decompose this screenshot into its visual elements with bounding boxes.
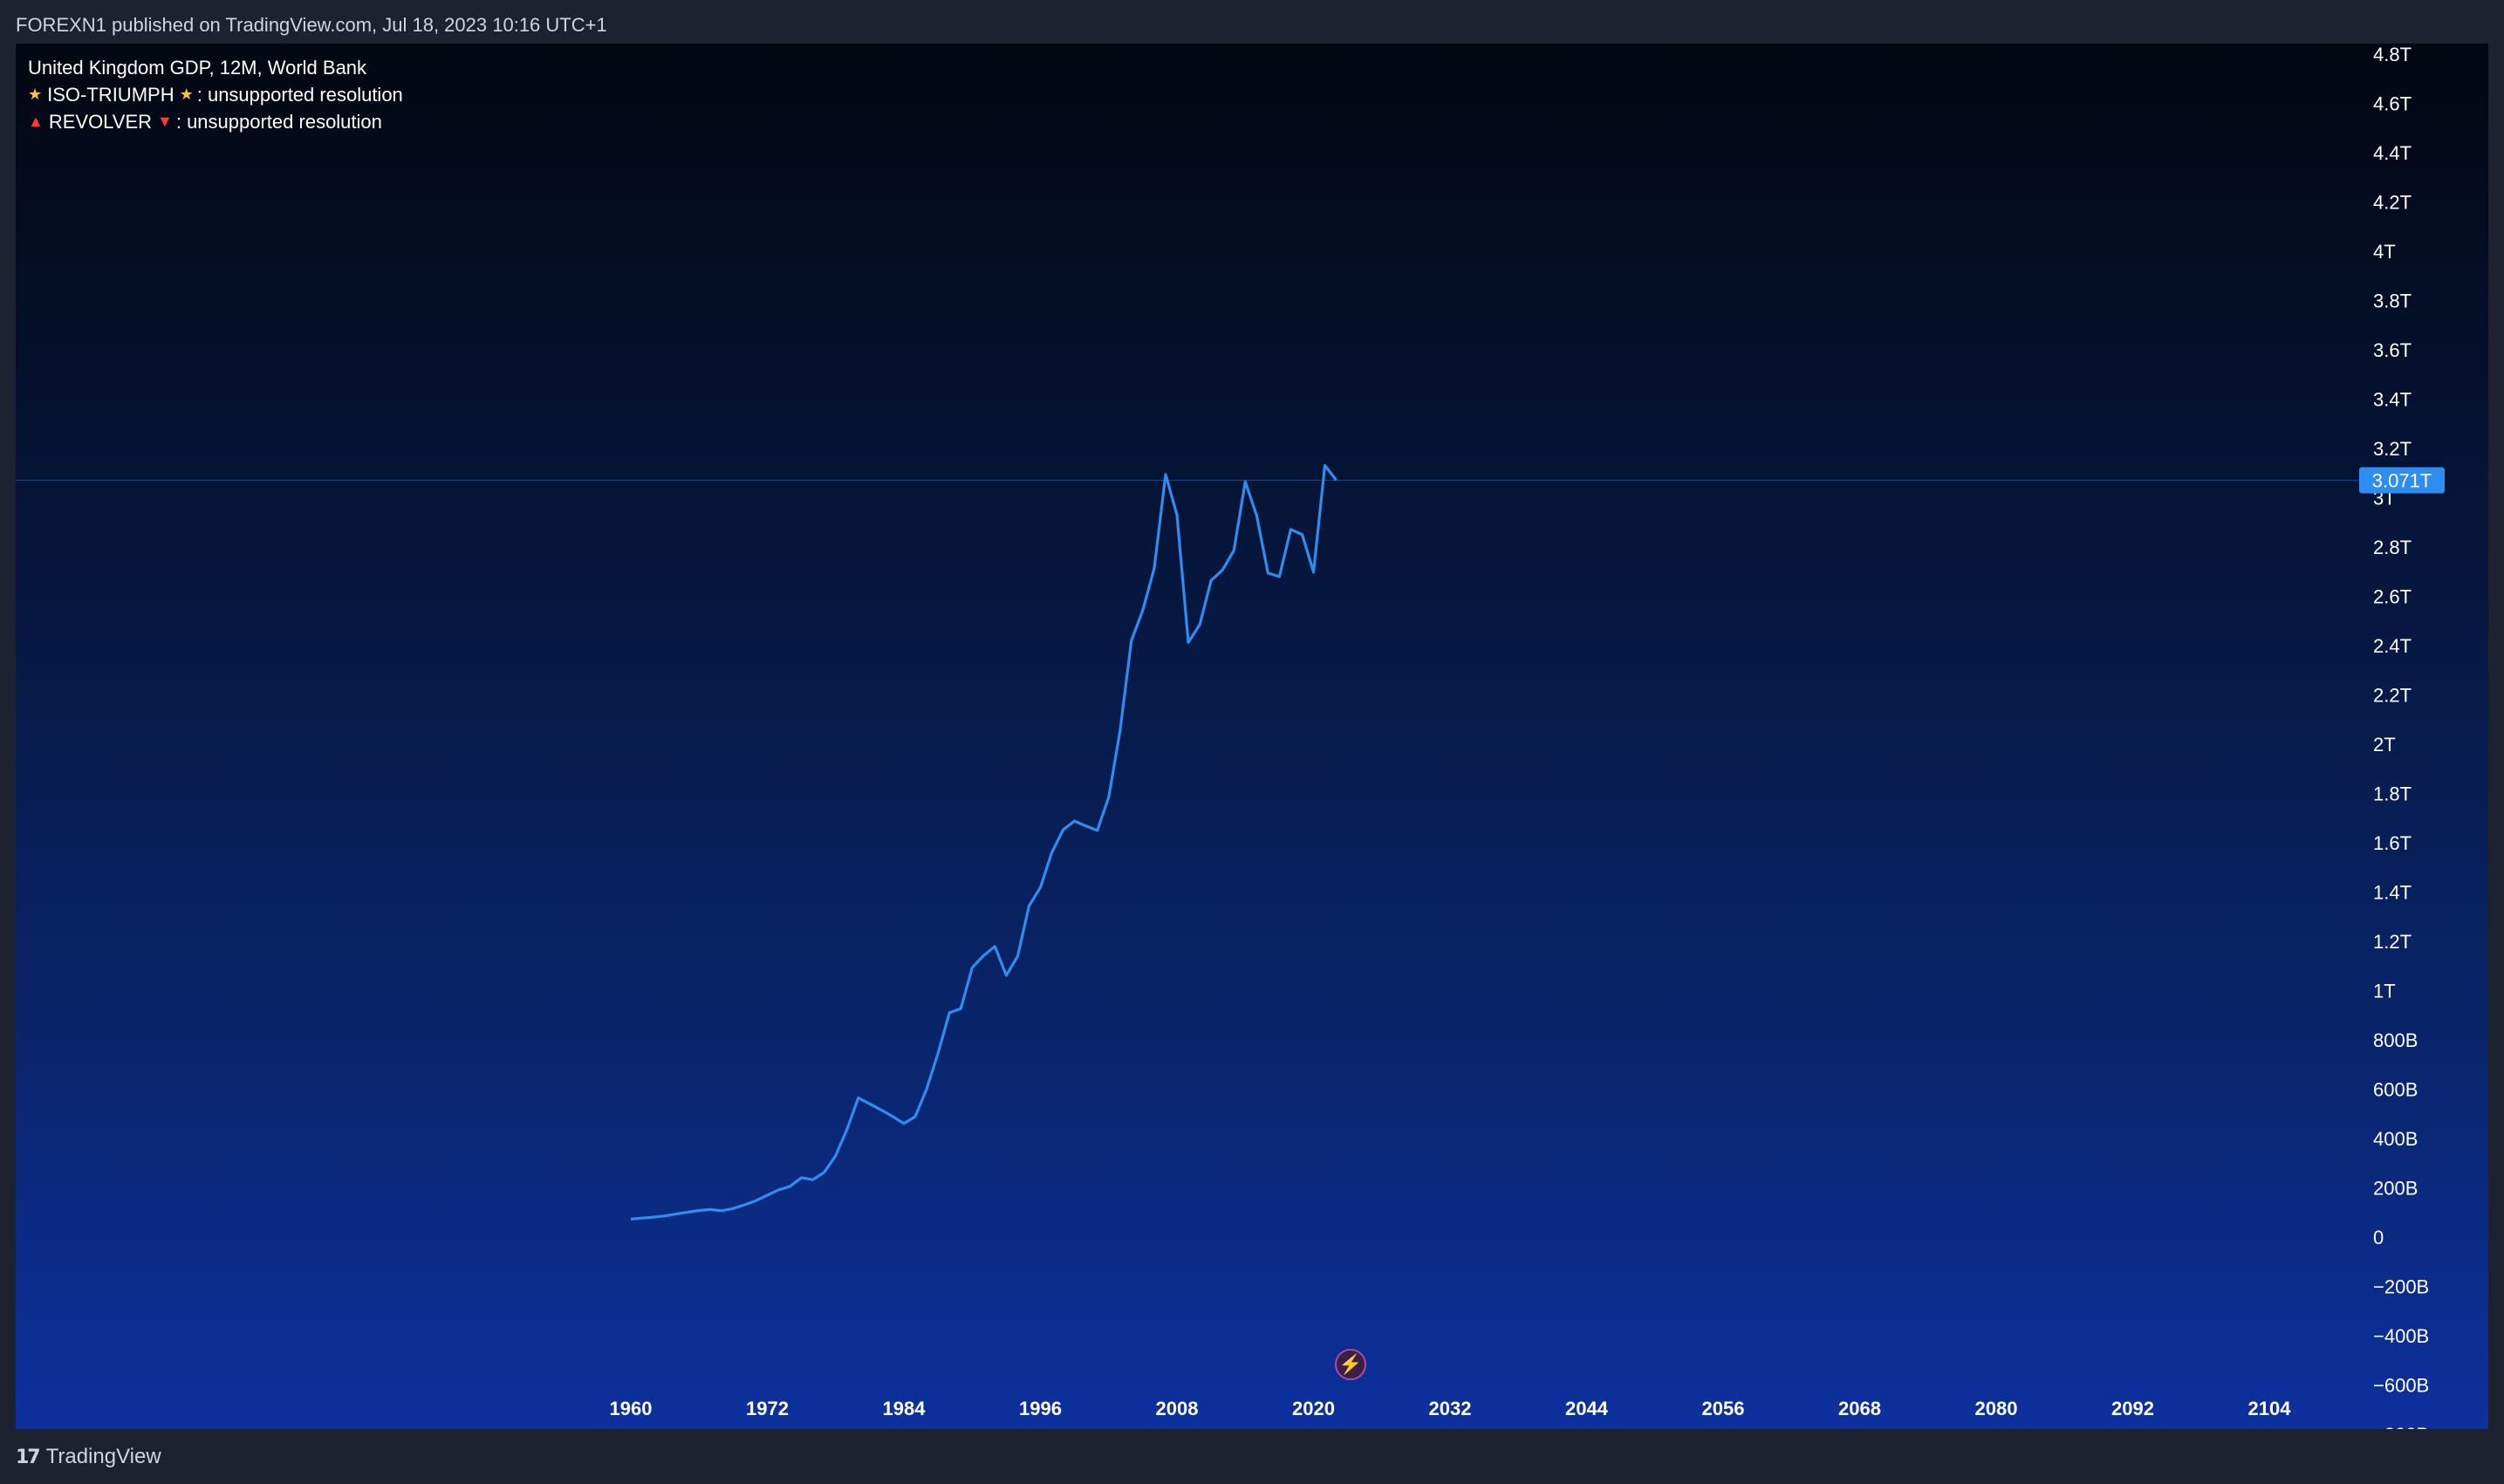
y-tick-label: −800B xyxy=(2373,1424,2429,1429)
gdp-series-line xyxy=(630,463,1338,1221)
y-tick-label: 4T xyxy=(2373,241,2396,263)
y-tick-label: 3.4T xyxy=(2373,389,2412,411)
legend-indicator-iso-triumph[interactable]: ★ ISO-TRIUMPH ★ : unsupported resolution xyxy=(28,81,403,108)
star-icon: ★ xyxy=(28,85,43,103)
y-axis: 4.8T4.6T4.4T4.2T4T3.8T3.6T3.4T3.2T3T2.8T… xyxy=(2373,44,2429,1429)
indicator-name: REVOLVER xyxy=(48,111,153,133)
y-tick-label: 3.8T xyxy=(2373,291,2412,312)
legend-title: United Kingdom GDP, 12M, World Bank xyxy=(28,57,367,79)
y-tick-label: 2.6T xyxy=(2373,586,2412,608)
x-tick-label: 1972 xyxy=(746,1398,789,1419)
y-tick-label: −400B xyxy=(2373,1325,2429,1347)
y-tick-label: 4.2T xyxy=(2373,192,2412,214)
y-tick-label: 4.6T xyxy=(2373,93,2412,115)
triangle-down-icon: ▼ xyxy=(157,113,173,130)
current-price-text: 3.071T xyxy=(2372,469,2432,491)
footer: 17 TradingView xyxy=(16,1441,161,1473)
y-tick-label: 2.8T xyxy=(2373,537,2412,558)
chart-panel[interactable]: 4.8T 4.6T 4.4T 4.2T 4T 3.8T 3.6T 3.4T 3.2T 3T 2.8T… xyxy=(16,44,2488,1429)
y-tick-label: 1.2T xyxy=(2373,931,2412,953)
x-axis: 1960 1972 1984 1996 2008 2020 2032 2044 2056 2068… xyxy=(610,1398,2292,1419)
star-icon: ★ xyxy=(179,85,194,103)
tradingview-logo-icon: 17 xyxy=(16,1446,41,1468)
x-tick-label: 2092 xyxy=(2111,1398,2154,1419)
data-points xyxy=(631,465,1337,1219)
y-tick-label: 1.4T xyxy=(2373,882,2412,904)
legend-title-row[interactable]: United Kingdom GDP, 12M, World Bank xyxy=(28,54,403,81)
current-price-label-bg xyxy=(2359,467,2445,494)
y-tick-label: 600B xyxy=(2373,1079,2418,1101)
x-tick-label: 2044 xyxy=(1565,1398,1609,1419)
y-tick-label: 200B xyxy=(2373,1178,2418,1200)
x-tick-label: 2020 xyxy=(1292,1398,1335,1419)
x-tick-label: 2032 xyxy=(1429,1398,1472,1419)
y-tick-label: 1T xyxy=(2373,981,2396,1002)
footer-brand[interactable]: TradingView xyxy=(45,1445,161,1468)
y-tick-label: −200B xyxy=(2373,1276,2429,1298)
x-tick-label: 1984 xyxy=(883,1398,927,1419)
y-tick-label: 2T xyxy=(2373,734,2396,756)
y-tick-label: 1.8T xyxy=(2373,783,2412,805)
y-tick-label: 4.4T xyxy=(2373,142,2412,164)
chart-canvas[interactable]: 4.8T4.6T4.4T4.2T4T3.8T3.6T3.4T3.2T3T2.8T… xyxy=(16,44,2488,1429)
y-tick-label: 4.8T xyxy=(2373,44,2412,65)
y-tick-label: 3.2T xyxy=(2373,438,2412,460)
x-tick-label: 2080 xyxy=(1975,1398,2018,1419)
x-tick-label: 2104 xyxy=(2248,1398,2292,1419)
x-tick-label: 2056 xyxy=(1702,1398,1745,1419)
y-tick-label: 2.4T xyxy=(2373,635,2412,657)
current-price-label: 3.071T xyxy=(2359,467,2445,494)
legend-indicator-revolver[interactable]: ▲ REVOLVER ▼ : unsupported resolution xyxy=(28,108,403,135)
chart-legend: United Kingdom GDP, 12M, World Bank ★ IS… xyxy=(28,54,403,135)
y-tick-label: 1.6T xyxy=(2373,832,2412,854)
x-tick-label: 2068 xyxy=(1838,1398,1881,1419)
y-tick-label: 0 xyxy=(2373,1227,2384,1248)
published-header: FOREXN1 published on TradingView.com, Ju… xyxy=(16,14,607,36)
y-tick-label: 3.6T xyxy=(2373,339,2412,361)
indicator-status: : unsupported resolution xyxy=(175,111,382,133)
y-tick-label: 400B xyxy=(2373,1128,2418,1150)
lightning-icon[interactable]: ⚡ xyxy=(1335,1349,1366,1380)
y-tick-label: −600B xyxy=(2373,1375,2429,1397)
y-tick-label: 2.2T xyxy=(2373,685,2412,707)
x-tick-label: 1960 xyxy=(610,1398,653,1419)
triangle-up-icon: ▲ xyxy=(28,113,44,130)
x-tick-label: 2008 xyxy=(1156,1398,1199,1419)
x-tick-label: 1996 xyxy=(1019,1398,1062,1419)
indicator-name: ISO-TRIUMPH xyxy=(47,84,174,106)
y-tick-label: 800B xyxy=(2373,1029,2418,1051)
indicator-status: : unsupported resolution xyxy=(196,84,403,106)
